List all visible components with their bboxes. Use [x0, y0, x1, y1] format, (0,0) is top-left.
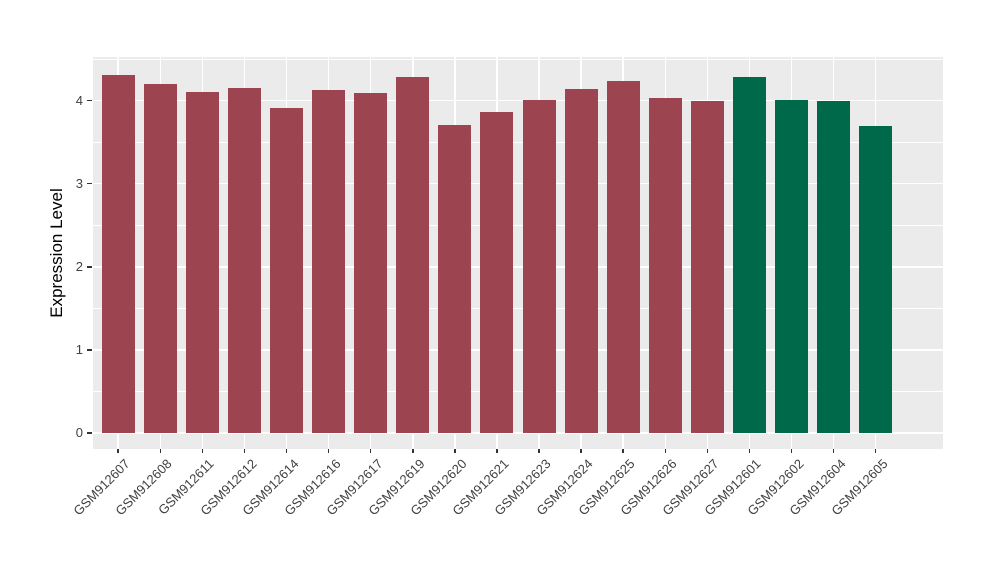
- bar-GSM912604: [817, 100, 851, 433]
- x-tick: [622, 449, 624, 453]
- x-tick: [706, 449, 709, 453]
- y-tick: [87, 266, 92, 268]
- y-tick: [87, 349, 92, 351]
- bar-GSM912621: [480, 112, 514, 433]
- x-tick: [285, 449, 288, 453]
- x-tick: [454, 449, 456, 453]
- bar-GSM912625: [606, 80, 640, 433]
- x-tick: [201, 449, 204, 453]
- x-tick: [874, 449, 877, 453]
- gridline-minor: [93, 391, 943, 392]
- bar-GSM912601: [732, 77, 766, 433]
- x-tick: [117, 449, 119, 453]
- gridline-major: [93, 432, 943, 434]
- bar-GSM912627: [690, 100, 724, 433]
- gridline-minor: [93, 58, 943, 60]
- gridline-major: [93, 182, 943, 185]
- bar-GSM912617: [354, 93, 388, 433]
- gridline-major: [93, 99, 943, 102]
- y-tick: [87, 432, 92, 434]
- x-tick: [412, 449, 414, 453]
- y-axis-title: Expression Level: [47, 188, 66, 318]
- x-tick: [538, 449, 540, 453]
- bar-GSM912614: [270, 108, 304, 433]
- gridline-major: [93, 349, 943, 351]
- y-tick-label: 3: [75, 176, 83, 192]
- x-tick: [159, 449, 162, 453]
- x-tick: [327, 449, 330, 453]
- y-tick: [87, 99, 92, 102]
- y-tick: [87, 182, 92, 185]
- x-tick: [832, 449, 835, 453]
- bar-GSM912620: [438, 124, 472, 433]
- bar-GSM912624: [564, 88, 598, 433]
- bar-GSM912607: [101, 74, 135, 433]
- bar-GSM912623: [522, 99, 556, 433]
- bar-GSM912611: [185, 92, 219, 433]
- bar-GSM912626: [648, 98, 682, 433]
- bar-GSM912612: [227, 88, 261, 433]
- x-tick: [664, 449, 667, 453]
- bar-GSM912602: [775, 99, 808, 433]
- x-tick: [369, 449, 372, 453]
- gridline-major: [93, 266, 943, 268]
- y-tick-label: 1: [75, 342, 83, 358]
- x-tick: [580, 449, 582, 453]
- bar-GSM912619: [396, 77, 430, 433]
- x-tick: [496, 449, 498, 453]
- y-tick-label: 2: [75, 259, 83, 275]
- bar-GSM912605: [859, 126, 893, 433]
- x-tick: [243, 449, 246, 453]
- x-tick: [748, 449, 751, 453]
- y-tick-label: 4: [75, 93, 83, 109]
- gridline-minor: [93, 141, 943, 143]
- gridline-minor: [93, 224, 943, 226]
- bar-GSM912616: [312, 89, 346, 433]
- y-tick-label: 0: [75, 425, 83, 441]
- gridline-minor: [93, 307, 943, 309]
- x-tick: [790, 449, 793, 453]
- bar-GSM912608: [143, 83, 177, 433]
- plot-panel: [93, 57, 943, 449]
